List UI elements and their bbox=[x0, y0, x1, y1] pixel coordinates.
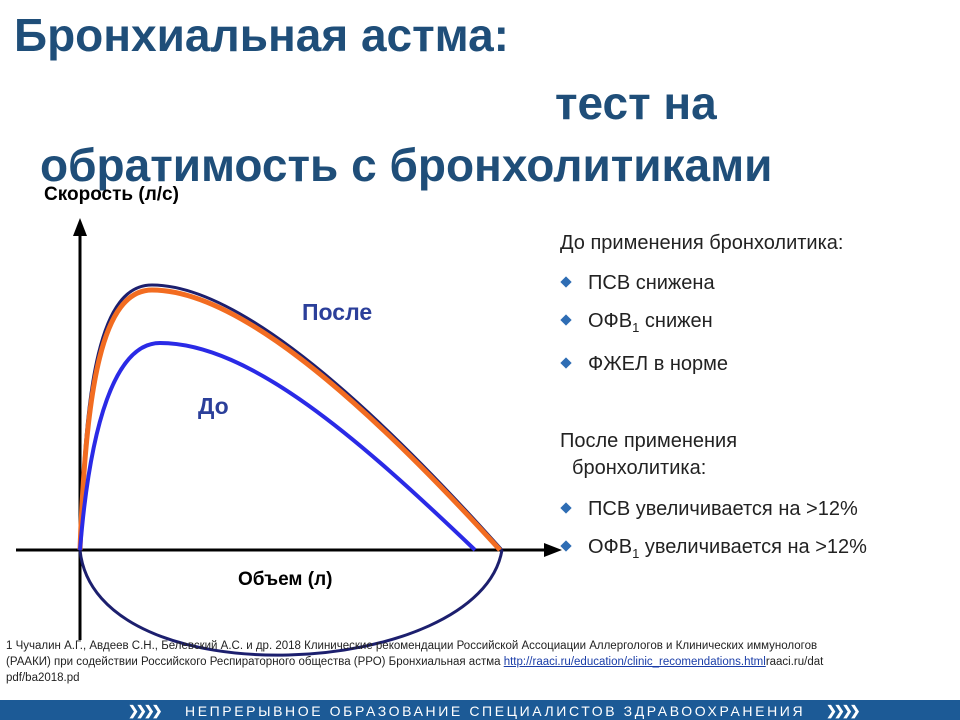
subscript: 1 bbox=[632, 546, 640, 561]
y-axis-label: Скорость (л/с) bbox=[44, 184, 179, 205]
before-item-2: ОФВ1 снижен bbox=[560, 310, 713, 335]
subscript: 1 bbox=[632, 320, 640, 335]
y-axis-arrow bbox=[73, 218, 87, 236]
footnote-text: (РААКИ) при содействии Российского Респи… bbox=[6, 656, 504, 668]
footnote-link[interactable]: http://raaci.ru/education/clinic_recomen… bbox=[503, 656, 766, 668]
before-curve-label: До bbox=[198, 393, 229, 419]
footnote-text-cont: raaci.ru/dat bbox=[765, 656, 824, 668]
before-item-rest: снижен bbox=[639, 310, 713, 332]
before-item-text: ПСВ снижена bbox=[588, 272, 715, 294]
footer-text: НЕПРЕРЫВНОЕ ОБРАЗОВАНИЕ СПЕЦИАЛИСТОВ ЗДР… bbox=[185, 703, 806, 719]
after-item-text: ОФВ bbox=[588, 536, 633, 558]
title-line-3: обратимость с бронхолитиками bbox=[40, 139, 773, 191]
before-item-1: ПСВ снижена bbox=[560, 272, 715, 295]
x-axis-label: Объем (л) bbox=[238, 569, 333, 590]
before-heading: До применения бронхолитика: bbox=[560, 232, 844, 254]
before-curve bbox=[78, 340, 477, 552]
after-heading-line-1: После применения bbox=[560, 430, 738, 452]
after-item-1: ПСВ увеличивается на >12% bbox=[560, 498, 858, 521]
envelope-curve bbox=[78, 283, 504, 551]
after-item-text: ПСВ увеличивается на >12% bbox=[588, 498, 858, 520]
inspiratory-loop bbox=[78, 549, 504, 657]
after-heading-line-2: бронхолитика: bbox=[572, 457, 707, 479]
before-item-text: ОФВ bbox=[588, 310, 633, 332]
before-item-text: ФЖЕЛ в норме bbox=[588, 353, 729, 375]
title-line-2: тест на bbox=[555, 77, 717, 129]
after-item-rest: увеличивается на >12% bbox=[639, 536, 867, 558]
chevron-right-icon: ❯❯❯❯ bbox=[128, 703, 163, 718]
x-axis-arrow bbox=[544, 543, 562, 557]
footnote-line-2: (РААКИ) при содействии Российского Респи… bbox=[6, 654, 956, 670]
title-line-1: Бронхиальная астма: bbox=[14, 9, 509, 61]
after-curve bbox=[77, 287, 502, 552]
footnote-line-3: pdf/ba2018.pd bbox=[6, 672, 80, 684]
footer-bar: ❯❯❯❯ ❯❯❯❯ НЕПРЕРЫВНОЕ ОБРАЗОВАНИЕ СПЕЦИА… bbox=[0, 700, 960, 720]
after-curve-label: После bbox=[302, 299, 373, 325]
chevron-right-icon: ❯❯❯❯ bbox=[826, 703, 861, 718]
footnote-line-1: 1 Чучалин А.Г., Авдеев С.Н., Белевский А… bbox=[6, 640, 818, 652]
after-item-2: ОФВ1 увеличивается на >12% bbox=[560, 536, 867, 561]
footnote: 1 Чучалин А.Г., Авдеев С.Н., Белевский А… bbox=[6, 638, 956, 686]
before-item-3: ФЖЕЛ в норме bbox=[560, 353, 729, 376]
